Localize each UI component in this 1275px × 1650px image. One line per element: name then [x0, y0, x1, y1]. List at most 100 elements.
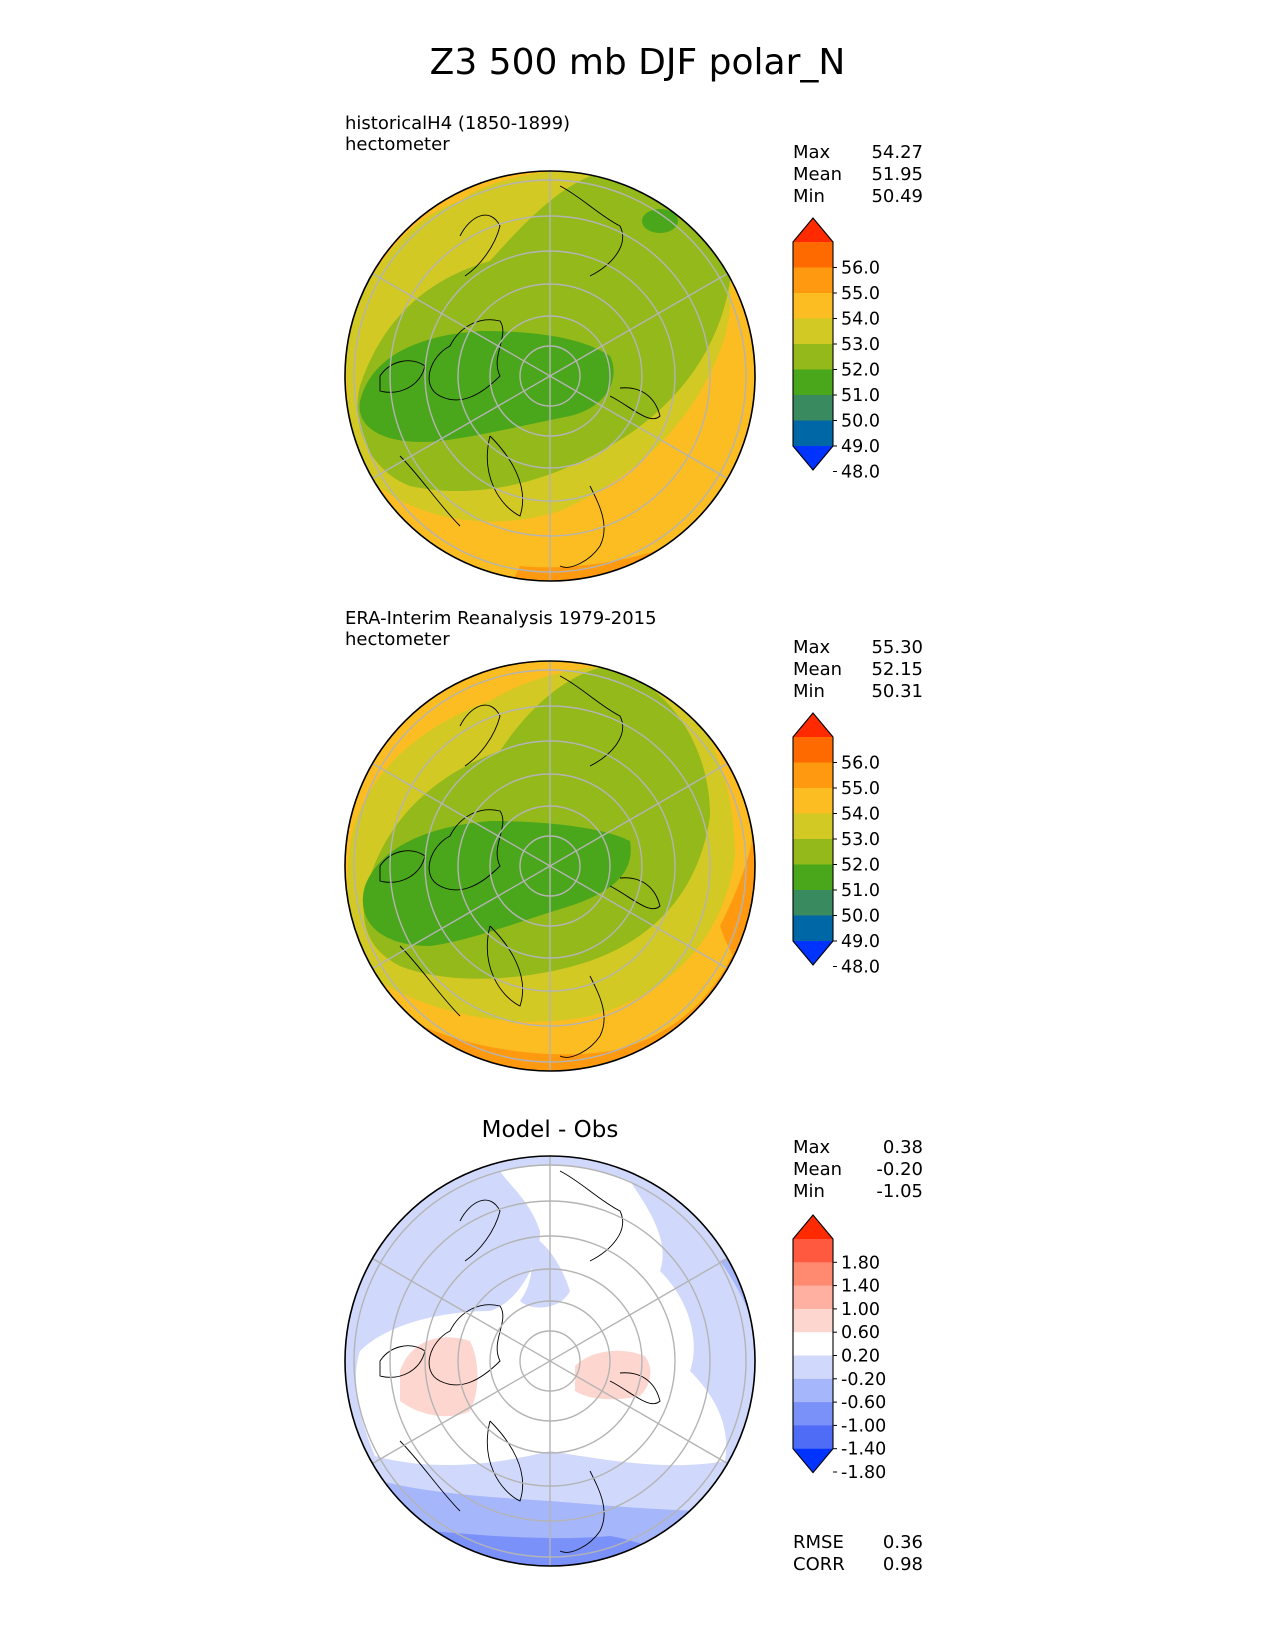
colorbar-tick-label: 53.0	[841, 830, 880, 850]
colorbar-segment	[793, 1239, 833, 1263]
colorbar-tick-label: 48.0	[841, 958, 880, 978]
colorbar-segment	[793, 1402, 833, 1426]
colorbar-tick-label: 55.0	[841, 779, 880, 799]
colorbar-segment	[793, 737, 833, 763]
map-boundary	[344, 660, 756, 1072]
colorbar: 56.0 55.0 54.0 53.0 52.0 51.0 50.0 49.0 48.0	[792, 217, 880, 483]
colorbar-tick-label: 56.0	[841, 754, 880, 774]
stat-label-mean: Mean	[793, 659, 843, 680]
stat-value-max: 55.30	[871, 637, 923, 658]
map-boundary	[344, 1155, 756, 1567]
stat-value-mean: 52.15	[871, 659, 923, 680]
colorbar-segment	[793, 839, 833, 865]
stat-label-max: Max	[793, 142, 831, 163]
stat-value-max: 0.38	[882, 1137, 923, 1158]
colorbar-segment	[793, 864, 833, 891]
colorbar-segment	[793, 1355, 833, 1380]
panel-difference: Model - Obs	[0, 1110, 1275, 1630]
colorbar-tick-label: 54.0	[841, 805, 880, 825]
colorbar-tick-label: 48.0	[841, 463, 880, 483]
stat-label-min: Min	[793, 1181, 825, 1202]
panel-title: Model - Obs	[481, 1117, 619, 1143]
metric-value-corr: 0.98	[882, 1554, 923, 1575]
colorbar-extend-max	[793, 713, 833, 737]
colorbar-tick-label: 1.40	[841, 1277, 880, 1297]
colorbar-segment	[793, 915, 833, 942]
figure-title: Z3 500 mb DJF polar_N	[429, 42, 846, 83]
colorbar-segment	[793, 1285, 833, 1310]
contour-50-51	[362, 821, 631, 946]
stat-label-max: Max	[793, 637, 831, 658]
colorbar-extend-max	[793, 1215, 833, 1239]
colorbar-tick-label: -1.80	[841, 1463, 886, 1483]
colorbar-segment	[793, 420, 833, 447]
polar-map-difference	[344, 1155, 756, 1567]
stats-box: Max 54.27 Mean 51.95 Min 50.49	[793, 142, 923, 208]
colorbar-segment	[793, 1425, 833, 1450]
colorbar: 56.0 55.0 54.0 53.0 52.0 51.0 50.0 49.0 48.0	[792, 712, 880, 978]
contour-54-55-edge	[345, 171, 370, 226]
colorbar-tick-label: 49.0	[841, 437, 880, 457]
colorbar-segment	[793, 788, 833, 814]
colorbar-segment	[793, 1308, 833, 1333]
panel-title: ERA-Interim Reanalysis 1979-2015	[345, 608, 657, 629]
colorbar-tick-label: 51.0	[841, 386, 880, 406]
colorbar-tick-label: 50.0	[841, 412, 880, 432]
panel-obs: ERA-Interim Reanalysis 1979-2015 hectome…	[0, 600, 1275, 1090]
colorbar: 1.80 1.40 1.00 0.60 0.20 -0.20 -0.60 -1.00 -1.40…	[792, 1214, 886, 1483]
metric-value-rmse: 0.36	[882, 1532, 923, 1553]
colorbar-extend-min	[793, 941, 833, 965]
colorbar-extend-max	[793, 218, 833, 242]
panel-units: hectometer	[345, 629, 450, 650]
colorbar-tick-label: -0.60	[841, 1393, 886, 1413]
map-boundary	[344, 170, 756, 582]
colorbar-segment	[793, 293, 833, 319]
graticule	[353, 1156, 747, 1566]
stats-box: Max 55.30 Mean 52.15 Min 50.31	[793, 637, 923, 703]
metrics-box: RMSE 0.36 CORR 0.98	[793, 1532, 923, 1576]
colorbar-segment	[793, 762, 833, 789]
colorbar-tick-label: 1.80	[841, 1253, 880, 1273]
stat-label-mean: Mean	[793, 164, 843, 185]
colorbar-segment	[793, 1378, 833, 1403]
colorbar-segment	[793, 369, 833, 396]
stat-value-min: 50.49	[871, 186, 923, 207]
colorbar-segment	[793, 1262, 833, 1287]
stat-label-min: Min	[793, 186, 825, 207]
colorbar-tick-label: 52.0	[841, 856, 880, 876]
stat-value-min: -1.05	[876, 1181, 923, 1202]
polar-map-obs	[344, 660, 756, 1072]
colorbar-segment	[793, 344, 833, 370]
colorbar-tick-label: 50.0	[841, 907, 880, 927]
stat-value-min: 50.31	[871, 681, 923, 702]
colorbar-tick-label: 53.0	[841, 335, 880, 355]
panel-model: historicalH4 (1850-1899) hectometer	[0, 105, 1275, 595]
stats-box: Max 0.38 Mean -0.20 Min -1.05	[793, 1137, 923, 1203]
stat-value-max: 54.27	[871, 142, 923, 163]
colorbar-segment	[793, 242, 833, 268]
panel-title: historicalH4 (1850-1899)	[345, 113, 571, 134]
colorbar-tick-label: -1.40	[841, 1440, 886, 1460]
polar-map-model	[344, 170, 756, 582]
colorbar-extend-min	[793, 446, 833, 470]
contour-54-55-edge	[345, 686, 380, 766]
colorbar-tick-label: 49.0	[841, 932, 880, 952]
stat-value-mean: -0.20	[876, 1159, 923, 1180]
contour-50-51-patch	[642, 209, 678, 233]
panel-units: hectometer	[345, 134, 450, 155]
metric-label-corr: CORR	[793, 1554, 845, 1575]
stat-label-mean: Mean	[793, 1159, 843, 1180]
colorbar-tick-label: 51.0	[841, 881, 880, 901]
colorbar-tick-label: 0.20	[841, 1347, 880, 1367]
colorbar-tick-label: 1.00	[841, 1300, 880, 1320]
colorbar-segment	[793, 267, 833, 294]
colorbar-tick-label: 0.60	[841, 1323, 880, 1343]
colorbar-segment	[793, 1332, 833, 1356]
colorbar-tick-label: 54.0	[841, 310, 880, 330]
metric-label-rmse: RMSE	[793, 1532, 844, 1553]
colorbar-tick-label: 55.0	[841, 284, 880, 304]
graticule	[353, 171, 747, 581]
colorbar-segment	[793, 813, 833, 840]
stat-value-mean: 51.95	[871, 164, 923, 185]
colorbar-tick-label: -1.00	[841, 1416, 886, 1436]
